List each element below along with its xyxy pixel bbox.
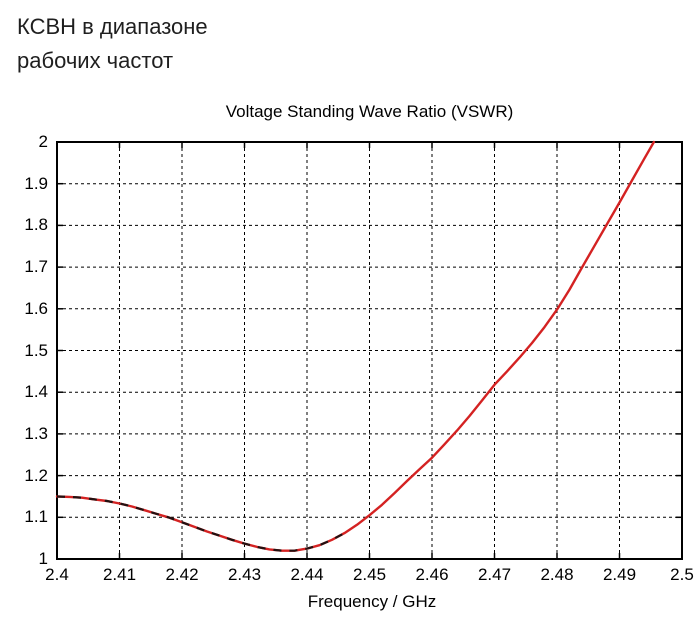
y-tick-label: 1.7 <box>24 257 48 277</box>
y-tick-label: 1.5 <box>24 340 48 360</box>
x-tick-label: 2.42 <box>165 565 199 584</box>
x-tick-label: 2.47 <box>477 565 512 584</box>
x-axis-label: Frequency / GHz <box>307 592 437 611</box>
y-tick-label: 1.6 <box>24 298 48 318</box>
x-tick-label: 2.43 <box>227 565 262 584</box>
y-tick-label: 1 <box>38 549 48 568</box>
vswr-curve-overlay-dashed <box>56 495 346 552</box>
page-header: КСВН в диапазоне рабочих частот <box>17 10 208 78</box>
x-tick-label: 2.45 <box>352 565 387 584</box>
x-tick-label: 2.46 <box>415 565 449 584</box>
header-line-1: КСВН в диапазоне <box>17 14 208 39</box>
y-tick-label: 1.8 <box>24 215 48 235</box>
x-tick-label: 2.41 <box>102 565 137 584</box>
chart-title: Voltage Standing Wave Ratio (VSWR) <box>225 102 514 121</box>
header-line-2: рабочих частот <box>17 48 174 73</box>
y-tick-label: 1.4 <box>24 382 48 402</box>
x-tick-label: 2.49 <box>602 565 637 584</box>
vswr-curve <box>55 140 656 552</box>
y-tick-label: 1.3 <box>24 423 48 443</box>
y-tick-label: 2 <box>38 132 48 151</box>
x-tick-label: 2.5 <box>670 565 694 584</box>
x-tick-label: 2.44 <box>290 565 324 584</box>
y-tick-label: 1.2 <box>24 465 48 485</box>
y-tick-label: 1.9 <box>24 173 48 193</box>
y-tick-label: 1.1 <box>24 507 48 527</box>
x-tick-label: 2.48 <box>540 565 574 584</box>
x-tick-label: 2.4 <box>45 565 69 584</box>
plot-frame <box>56 141 683 560</box>
